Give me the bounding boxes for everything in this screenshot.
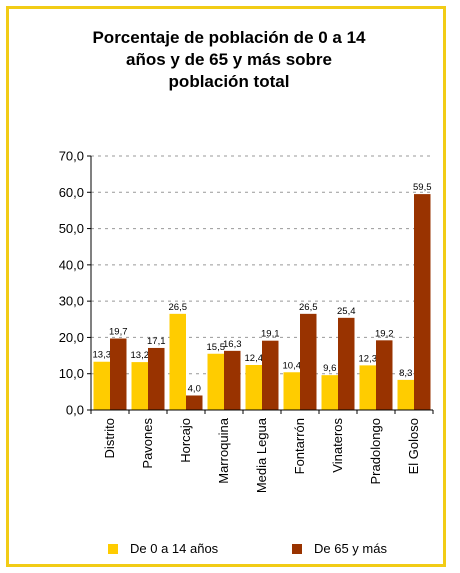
y-tick-label: 10,0	[59, 366, 84, 381]
legend-swatch-old	[292, 543, 302, 554]
bar-old	[186, 395, 203, 410]
bar-young	[245, 365, 262, 410]
bar-young	[359, 365, 376, 410]
y-tick-label: 40,0	[59, 257, 84, 272]
data-label: 8,3	[399, 368, 412, 379]
bar-young	[283, 372, 300, 410]
x-tick-label: El Goloso	[406, 418, 421, 474]
legend: De 0 a 14 años De 65 y más	[0, 541, 460, 559]
x-tick-label: Media Legua	[254, 417, 269, 493]
bar-old	[414, 194, 431, 410]
bar-young	[131, 362, 148, 410]
chart-title-line-3: población total	[168, 72, 290, 91]
chart-title: Porcentaje de población de 0 a 14 años y…	[9, 27, 449, 93]
data-label: 15,5	[207, 342, 226, 353]
x-tick-label: Horcajo	[178, 418, 193, 463]
bar-old	[110, 338, 127, 410]
y-tick-label: 60,0	[59, 185, 84, 200]
chart-frame: Porcentaje de población de 0 a 14 años y…	[6, 6, 446, 567]
x-tick-label: Marroquina	[216, 417, 231, 484]
bar-old	[338, 317, 355, 410]
x-tick-label: Vinateros	[330, 418, 345, 473]
bar-old	[376, 340, 393, 410]
data-label: 12,4	[245, 353, 264, 364]
legend-label-young: De 0 a 14 años	[130, 541, 219, 556]
y-tick-label: 50,0	[59, 221, 84, 236]
data-label: 26,5	[299, 302, 318, 313]
data-label: 17,1	[147, 336, 166, 347]
data-label: 19,2	[375, 328, 394, 339]
data-label: 13,3	[93, 350, 112, 361]
bar-young	[207, 353, 224, 410]
data-label: 4,0	[188, 383, 201, 394]
x-tick-label: Pavones	[140, 418, 155, 469]
bar-old	[148, 347, 165, 410]
data-label: 13,2	[131, 350, 150, 361]
bar-young	[93, 361, 110, 410]
x-tick-label: Distrito	[102, 418, 117, 458]
data-label: 59,5	[413, 182, 432, 193]
y-tick-label: 0,0	[66, 403, 84, 418]
bar-old	[262, 340, 279, 410]
legend-item-young: De 0 a 14 años	[108, 541, 218, 556]
data-label: 25,4	[337, 306, 356, 317]
data-label: 19,7	[109, 327, 128, 338]
legend-swatch-young	[108, 543, 118, 554]
bar-young	[169, 313, 186, 410]
data-label: 19,1	[261, 329, 280, 340]
x-tick-label: Fontarrón	[292, 418, 307, 474]
data-label: 26,5	[169, 302, 188, 313]
data-label: 12,3	[359, 353, 378, 364]
legend-item-old: De 65 y más	[292, 541, 387, 556]
y-tick-label: 20,0	[59, 330, 84, 345]
y-tick-label: 30,0	[59, 294, 84, 309]
bar-young	[397, 379, 414, 410]
y-tick-label: 70,0	[59, 149, 84, 164]
chart-title-line-2: años y de 65 y más sobre	[126, 50, 332, 69]
bar-young	[321, 375, 338, 410]
x-tick-label: Pradolongo	[368, 418, 383, 485]
bar-old	[300, 313, 317, 410]
data-label: 9,6	[323, 363, 336, 374]
chart-title-line-1: Porcentaje de población de 0 a 14	[92, 28, 366, 47]
legend-label-old: De 65 y más	[314, 541, 387, 556]
data-label: 10,4	[283, 360, 302, 371]
bar-old	[224, 350, 241, 410]
data-label: 16,3	[223, 339, 242, 350]
